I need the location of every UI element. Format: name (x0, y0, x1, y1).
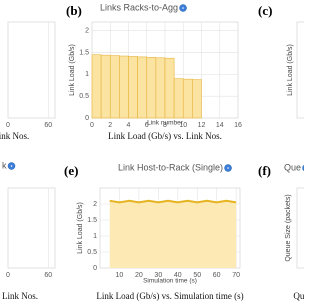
caption: Queue Size (293, 291, 304, 301)
y-axis-title: Link Load (Gb/s) (287, 44, 294, 96)
x-tick-label: 0 (6, 272, 10, 279)
panel-label: (f) (258, 163, 271, 178)
y-tick-label: 0.5 (87, 249, 97, 256)
bar (128, 56, 138, 119)
x-tick-label: 60 (44, 122, 52, 129)
y-tick-label: 1 (93, 233, 97, 240)
y-tick-label: 1.5 (87, 217, 97, 224)
x-tick-label: 20 (135, 272, 143, 279)
x-tick-label: 6 (145, 122, 149, 129)
y-tick-label: 2 (85, 28, 89, 35)
y-tick-label: 0.5 (79, 93, 89, 100)
bar (146, 57, 157, 119)
x-tick-label: 0 (6, 122, 10, 129)
area (109, 200, 237, 268)
y-tick-label: 2 (93, 201, 97, 208)
x-tick-label: 70 (232, 272, 240, 279)
x-axis-title: Simulation time (s) (143, 278, 197, 285)
caption: Link Nos. (2, 291, 38, 301)
bar (91, 54, 102, 119)
plot-area (296, 21, 304, 119)
y-tick-label: 0 (93, 265, 97, 272)
caption: Link Load (Gb/s) vs. Link Nos. (108, 131, 222, 141)
x-axis-title: Link number (147, 120, 184, 127)
caption: Link Load (Gb/s) vs. Simulation time (s) (96, 291, 243, 301)
y-tick-label: 0 (85, 115, 89, 122)
plot-area (296, 187, 304, 269)
info-icon-dot (10, 165, 13, 167)
chart-title: Links Racks-to-Agg (100, 2, 178, 12)
y-tick-label: 1 (85, 71, 89, 78)
x-tick-label: 16 (234, 122, 242, 129)
panel-label: (b) (66, 3, 82, 18)
info-icon (302, 164, 304, 172)
plot-area (7, 187, 56, 269)
x-tick-label: 10 (116, 272, 124, 279)
chart-title: Link Host-to-Rack (Single) (118, 162, 223, 172)
page: {"chart_data": [ {"type": "area", "xlim"… (0, 2, 304, 302)
bar (192, 79, 202, 119)
x-tick-label: 14 (216, 122, 224, 129)
bar (109, 55, 120, 119)
bar (164, 57, 175, 119)
bar (155, 57, 166, 119)
info-icon-dot (227, 167, 229, 169)
info-icon-dot (182, 7, 184, 9)
caption: ink Nos. (0, 131, 29, 141)
y-tick-label: 1.5 (79, 49, 89, 56)
bar (100, 54, 111, 119)
bar (137, 56, 148, 119)
chart-title: k (2, 160, 7, 170)
bar (119, 55, 129, 119)
panel-label: (c) (258, 3, 272, 18)
x-tick-label: 8 (163, 122, 167, 129)
x-tick-label: 60 (213, 272, 221, 279)
y-axis-title: Queue Size (packets) (285, 194, 292, 261)
x-tick-label: 60 (44, 272, 52, 279)
chart-title: Que (284, 162, 301, 172)
bar (182, 78, 193, 119)
x-tick-label: 30 (154, 272, 162, 279)
panel-label: (e) (64, 163, 78, 178)
x-tick-label: 50 (193, 272, 201, 279)
y-axis-title: Link Load (Gb/s) (69, 44, 76, 96)
y-axis-title: Link Load (Gb/s) (77, 202, 84, 254)
x-tick-label: 2 (108, 122, 112, 129)
line (109, 199, 237, 204)
x-tick-label: 0 (90, 122, 94, 129)
plot-area (7, 21, 56, 119)
x-tick-label: 40 (174, 272, 182, 279)
x-tick-label: 4 (127, 122, 131, 129)
x-tick-label: 12 (198, 122, 206, 129)
x-tick-label: 10 (179, 122, 187, 129)
bar (173, 78, 184, 119)
